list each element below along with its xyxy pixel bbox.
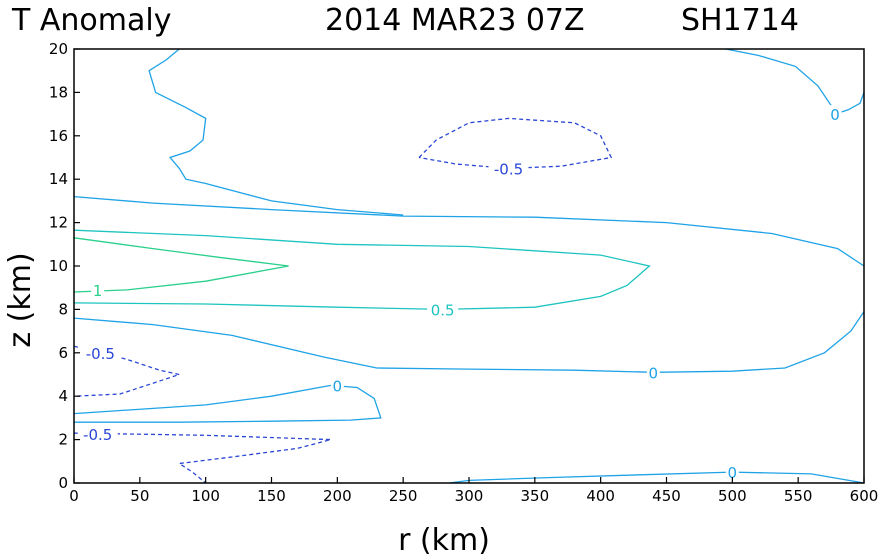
contour-label: 0	[728, 464, 738, 482]
x-tick-label: 200	[323, 487, 352, 505]
y-tick-label: 18	[49, 83, 68, 101]
contour-label-mask	[80, 343, 121, 361]
x-tick-label: 500	[718, 487, 747, 505]
contour-line	[73, 237, 289, 293]
y-axis-label: z (km)	[3, 252, 38, 347]
x-tick-label: 450	[652, 487, 681, 505]
contour-label: 0	[649, 364, 659, 382]
x-tick-label: 300	[455, 487, 484, 505]
contour-line	[148, 48, 404, 216]
plot-frame	[73, 48, 865, 484]
y-tick-label: 4	[58, 387, 68, 405]
contour-line	[73, 195, 865, 267]
x-axis-label: r (km)	[398, 523, 490, 558]
contour-label-mask	[330, 376, 344, 394]
contour-line	[73, 229, 651, 311]
x-tick-label: 100	[191, 487, 220, 505]
y-axis-ticks: 0 2 4 6 8 10 12 14 16 18 20	[49, 40, 80, 492]
contour-label-mask	[725, 463, 739, 481]
x-tick-label: 150	[257, 487, 286, 505]
contour-label: -0.5	[494, 160, 523, 178]
x-tick-label: 550	[784, 487, 813, 505]
contour-label: 1	[93, 282, 103, 300]
contour-label: -0.5	[86, 345, 115, 363]
contour-label: 0.5	[431, 301, 455, 319]
contour-line	[449, 471, 865, 484]
chart-datetime: 2014 MAR23 07Z	[325, 3, 585, 38]
x-tick-label: 250	[389, 487, 418, 505]
x-tick-label: 400	[586, 487, 615, 505]
x-axis-ticks: 0 50 100 150 200 250 300 350 400 450 500 550 600	[69, 477, 878, 505]
contour-label-mask	[646, 363, 660, 381]
contour-label: -0.5	[83, 426, 112, 444]
contour-label-mask	[427, 300, 459, 318]
x-tick-label: 600	[850, 487, 879, 505]
contour-lines	[73, 48, 865, 484]
chart-storm-id: SH1714	[681, 3, 799, 38]
y-tick-label: 12	[49, 214, 68, 232]
y-tick-label: 8	[58, 300, 68, 318]
x-tick-label: 50	[130, 487, 149, 505]
contour-label-mask	[77, 425, 118, 443]
contour-label: 0	[830, 106, 840, 124]
y-tick-label: 20	[49, 40, 68, 58]
contour-label-mask	[488, 159, 529, 177]
y-tick-label: 14	[49, 170, 68, 188]
contour-line	[725, 48, 865, 115]
contour-line	[73, 384, 382, 423]
contour-line	[73, 345, 182, 397]
contour-line	[73, 432, 331, 484]
y-tick-label: 2	[58, 431, 68, 449]
contour-label-mask	[828, 105, 842, 123]
contour-label: 0	[333, 377, 343, 395]
y-tick-label: 0	[58, 474, 68, 492]
contour-line	[418, 117, 613, 170]
x-tick-label: 350	[521, 487, 550, 505]
contour-labels: 0 0 0 0 0.5 1 -0.5 -0.5 -0.5	[77, 105, 842, 482]
contour-label-mask	[91, 280, 105, 298]
x-tick-label: 0	[69, 487, 79, 505]
contour-line	[73, 311, 865, 373]
y-tick-label: 10	[49, 257, 68, 275]
y-tick-label: 16	[49, 127, 68, 145]
y-tick-label: 6	[58, 344, 68, 362]
chart-title: T Anomaly	[11, 3, 171, 38]
